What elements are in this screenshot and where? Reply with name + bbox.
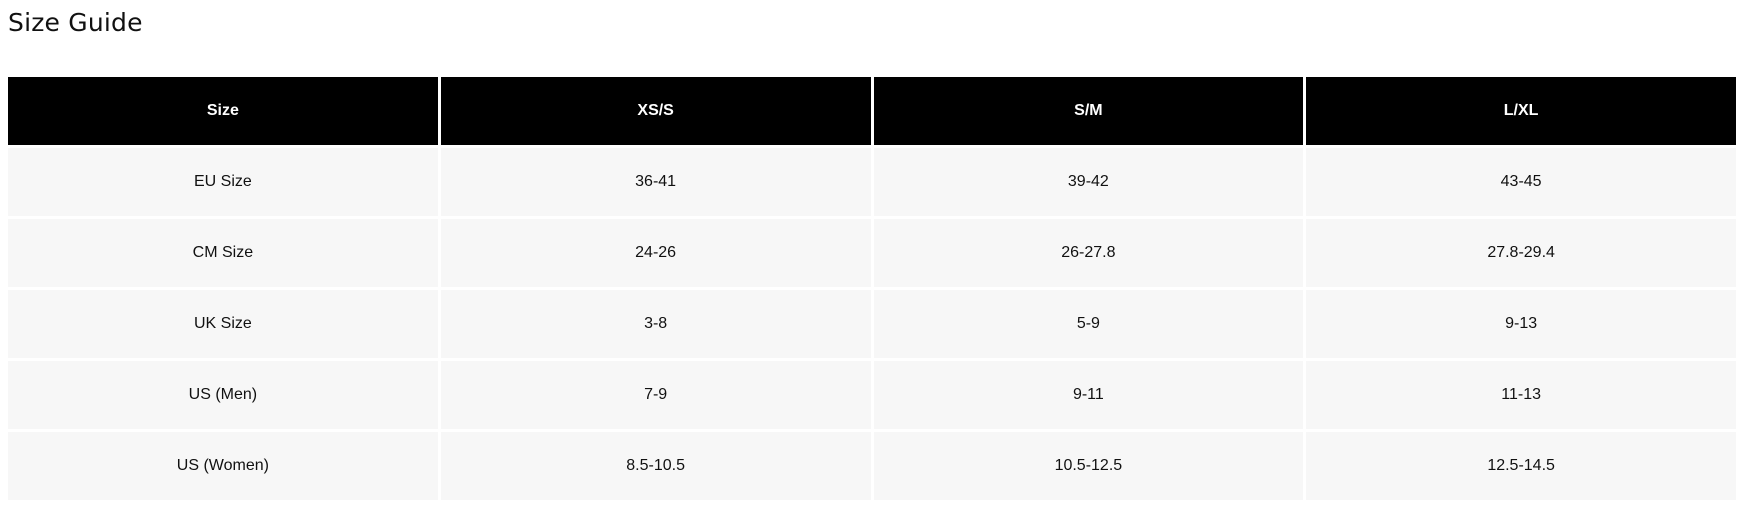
row-label: US (Women) bbox=[8, 432, 438, 500]
table-cell: 8.5-10.5 bbox=[440, 432, 871, 500]
table-cell: 11-13 bbox=[1306, 361, 1736, 429]
table-cell: 39-42 bbox=[873, 148, 1304, 216]
table-header-row: Size XS/S S/M L/XL bbox=[8, 77, 1736, 145]
table-cell: 7-9 bbox=[440, 361, 871, 429]
table-cell: 36-41 bbox=[440, 148, 871, 216]
table-cell: 9-11 bbox=[873, 361, 1304, 429]
table-cell: 26-27.8 bbox=[873, 219, 1304, 287]
row-label: EU Size bbox=[8, 148, 438, 216]
column-header: S/M bbox=[873, 77, 1304, 145]
table-row: CM Size 24-26 26-27.8 27.8-29.4 bbox=[8, 219, 1736, 287]
size-guide-table: Size XS/S S/M L/XL EU Size 36-41 39-42 43-45 CM… bbox=[5, 74, 1739, 503]
column-header: Size bbox=[8, 77, 438, 145]
table-cell: 3-8 bbox=[440, 290, 871, 358]
column-header: L/XL bbox=[1306, 77, 1736, 145]
table-row: UK Size 3-8 5-9 9-13 bbox=[8, 290, 1736, 358]
table-cell: 27.8-29.4 bbox=[1306, 219, 1736, 287]
table-cell: 5-9 bbox=[873, 290, 1304, 358]
table-row: US (Women) 8.5-10.5 10.5-12.5 12.5-14.5 bbox=[8, 432, 1736, 500]
row-label: CM Size bbox=[8, 219, 438, 287]
table-cell: 9-13 bbox=[1306, 290, 1736, 358]
table-cell: 24-26 bbox=[440, 219, 871, 287]
row-label: US (Men) bbox=[8, 361, 438, 429]
page-title: Size Guide bbox=[8, 8, 143, 37]
table-cell: 43-45 bbox=[1306, 148, 1736, 216]
row-label: UK Size bbox=[8, 290, 438, 358]
table-row: EU Size 36-41 39-42 43-45 bbox=[8, 148, 1736, 216]
column-header: XS/S bbox=[440, 77, 871, 145]
table-cell: 10.5-12.5 bbox=[873, 432, 1304, 500]
table-row: US (Men) 7-9 9-11 11-13 bbox=[8, 361, 1736, 429]
table-cell: 12.5-14.5 bbox=[1306, 432, 1736, 500]
